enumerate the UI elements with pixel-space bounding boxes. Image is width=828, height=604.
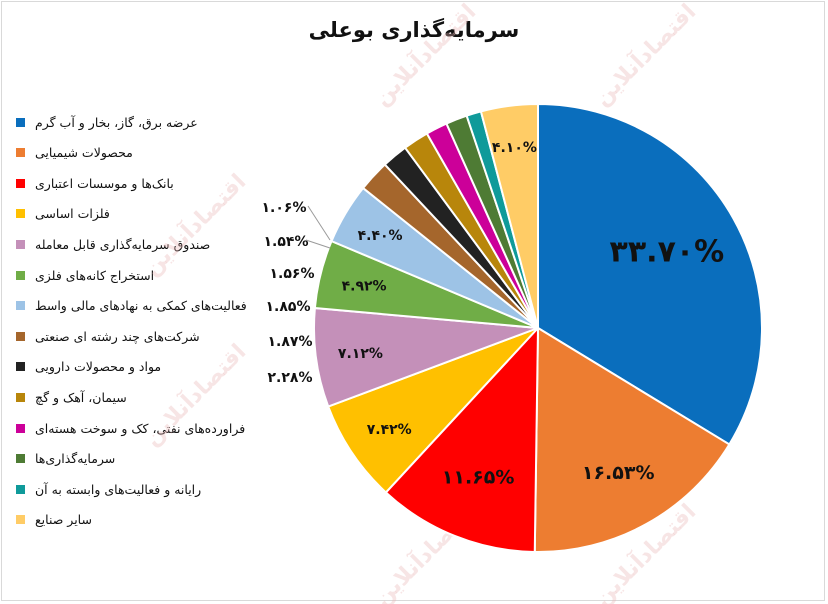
pie-slice xyxy=(537,102,764,446)
legend-label: مواد و محصولات دارویی xyxy=(35,359,162,375)
legend-label: رایانه و فعالیت‌های وابسته به آن xyxy=(35,481,202,497)
legend-swatch xyxy=(16,148,25,158)
data-label: ۷.۴۲% xyxy=(367,422,412,438)
data-label: ۱۶.۵۳% xyxy=(582,462,655,484)
data-label: ۱.۵۴% xyxy=(264,234,309,250)
legend-item: فعالیت‌های کمکی به نهادهای مالی واسط xyxy=(16,296,247,316)
legend-label: فلزات اساسی xyxy=(35,206,110,222)
leader-line xyxy=(307,205,331,241)
legend-swatch xyxy=(16,239,25,249)
legend-label: سرمایه‌گذاری‌ها xyxy=(35,451,116,467)
legend-swatch xyxy=(16,423,25,433)
legend-item: رایانه و فعالیت‌های وابسته به آن xyxy=(16,479,201,499)
legend-swatch xyxy=(16,301,25,311)
legend-item: محصولات شیمیایی xyxy=(16,143,133,163)
legend-swatch xyxy=(16,331,25,341)
pie-slice xyxy=(384,325,540,553)
legend-label: استخراج کانه‌های فلزی xyxy=(35,267,155,283)
legend-swatch xyxy=(16,484,25,494)
legend-label: سایر صنایع xyxy=(35,512,92,528)
chart-title: سرمایه‌گذاری بوعلی xyxy=(308,18,520,42)
pie-slice xyxy=(313,306,539,408)
data-label: ۴.۴۰% xyxy=(358,228,403,244)
watermark-text: اقتصادآنلاین xyxy=(138,168,252,282)
legend-label: صندوق سرمایه‌گذاری قابل معامله xyxy=(35,236,211,252)
pie-slice xyxy=(479,102,539,329)
data-label: ۱.۸۷% xyxy=(268,334,313,350)
legend-item: سیمان، آهک و گچ xyxy=(16,387,127,407)
legend-item: عرضه برق، گاز، بخار و آب گرم xyxy=(16,112,198,132)
data-label: ۱.۸۵% xyxy=(266,299,311,315)
data-label: ۲.۲۸% xyxy=(268,370,313,386)
legend-swatch xyxy=(16,454,25,464)
legend-item: سرمایه‌گذاری‌ها xyxy=(16,449,115,469)
data-label: ۱.۰۶% xyxy=(262,200,307,216)
legend-label: فراورده‌های نفتی، کک و سوخت هسته‌ای xyxy=(35,420,246,436)
legend-item: مواد و محصولات دارویی xyxy=(16,357,161,377)
legend-swatch xyxy=(16,515,25,525)
legend-item: استخراج کانه‌های فلزی xyxy=(16,265,154,285)
legend-label: فعالیت‌های کمکی به نهادهای مالی واسط xyxy=(35,298,247,314)
legend-swatch xyxy=(16,362,25,372)
legend-item: شرکت‌های چند رشته ای صنعتی xyxy=(16,326,200,346)
legend-swatch xyxy=(16,270,25,280)
watermark-text: اقتصادآنلاین xyxy=(138,338,252,452)
data-label: ۱۱.۶۵% xyxy=(442,467,515,489)
pie-slice xyxy=(326,327,539,494)
data-label: ۱.۵۶% xyxy=(270,266,315,282)
legend-swatch xyxy=(16,117,25,127)
legend-label: سیمان، آهک و گچ xyxy=(35,389,127,405)
data-label: ۴.۱۰% xyxy=(492,140,537,156)
legend-swatch xyxy=(16,209,25,219)
watermark-text: اقتصادآنلاین xyxy=(588,0,702,111)
legend-label: محصولات شیمیایی xyxy=(35,145,133,161)
legend-label: بانک‌ها و موسسات اعتباری xyxy=(35,175,174,191)
legend-item: فراورده‌های نفتی، کک و سوخت هسته‌ای xyxy=(16,418,245,438)
legend-item: صندوق سرمایه‌گذاری قابل معامله xyxy=(16,234,210,254)
legend-item: بانک‌ها و موسسات اعتباری xyxy=(16,173,174,193)
data-label: ۳۳.۷۰% xyxy=(610,235,725,270)
data-label: ۴.۹۲% xyxy=(342,279,387,295)
pie-slice xyxy=(533,326,731,553)
legend-swatch xyxy=(16,178,25,188)
legend-item: فلزات اساسی xyxy=(16,204,110,224)
watermark-text: اقتصادآنلاین xyxy=(368,0,482,111)
data-label: ۷.۱۲% xyxy=(338,346,383,362)
legend-swatch xyxy=(16,392,25,402)
legend-label: شرکت‌های چند رشته ای صنعتی xyxy=(35,328,200,344)
leader-line xyxy=(305,239,331,249)
legend-item: سایر صنایع xyxy=(16,510,92,530)
legend-label: عرضه برق، گاز، بخار و آب گرم xyxy=(35,114,198,130)
